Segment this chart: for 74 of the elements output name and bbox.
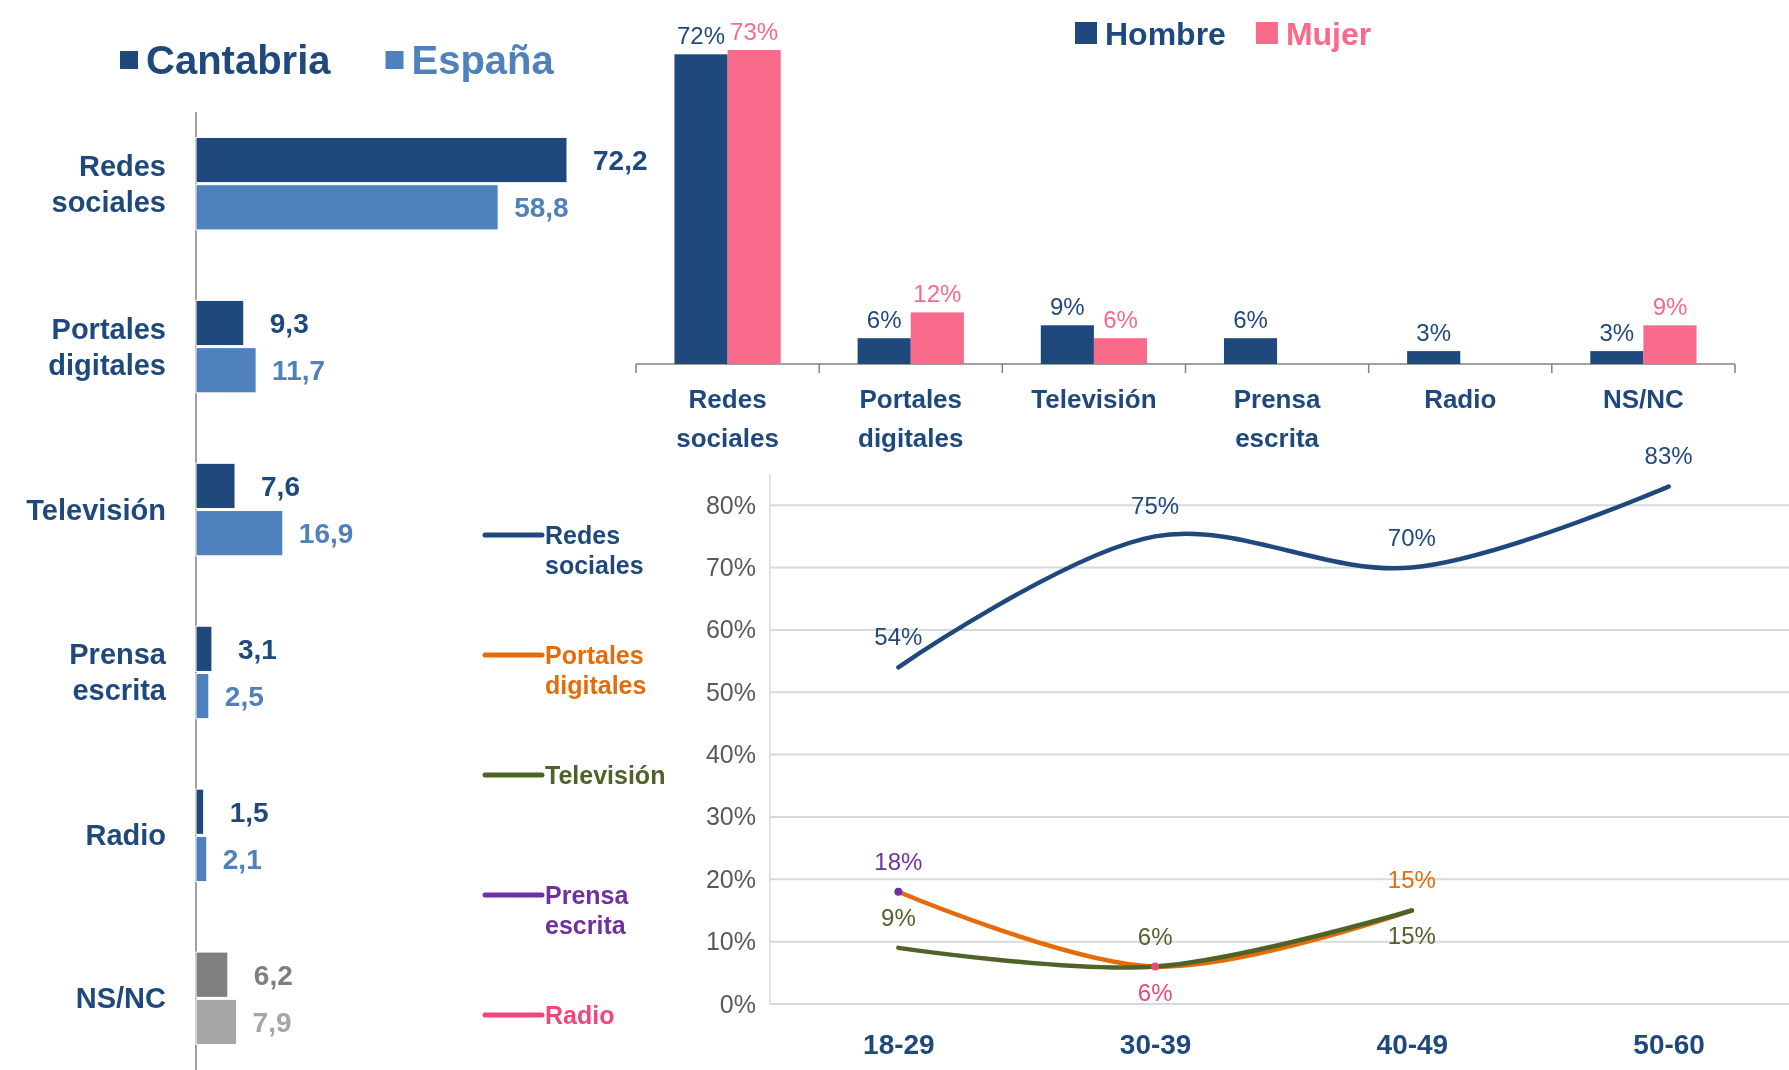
legend-label: Televisión xyxy=(545,761,666,789)
y-tick-label: 60% xyxy=(705,615,756,644)
bar xyxy=(727,50,781,364)
data-label: 73% xyxy=(730,18,779,45)
y-tick-label: 10% xyxy=(705,927,756,956)
data-label: 7,6 xyxy=(261,470,300,502)
data-label: 15% xyxy=(1387,922,1436,950)
legend-label: Portales digitales xyxy=(545,641,647,699)
x-tick-label: 18-29 xyxy=(863,1028,935,1060)
data-label: 6% xyxy=(1103,306,1138,334)
data-label: 15% xyxy=(1387,866,1436,894)
data-label: 75% xyxy=(1131,492,1180,520)
data-label: 6% xyxy=(866,306,902,334)
data-label: 18% xyxy=(874,847,923,875)
data-label: 2,1 xyxy=(222,844,262,876)
y-tick-label: Televisión xyxy=(26,493,166,526)
data-label: 9% xyxy=(1050,293,1085,321)
data-label: 7,9 xyxy=(252,1006,292,1038)
y-tick-label: Redes sociales xyxy=(51,149,166,218)
bar xyxy=(1040,325,1094,364)
legend-label: Cantabria xyxy=(146,38,332,83)
data-label: 12% xyxy=(913,280,962,308)
bar xyxy=(1643,325,1697,364)
bar xyxy=(1093,338,1148,364)
data-label: 3% xyxy=(1416,319,1452,347)
legend-label: España xyxy=(411,38,555,83)
x-tick-label: 30-39 xyxy=(1119,1028,1192,1060)
data-label: 3% xyxy=(1599,319,1635,347)
y-tick-label: 0% xyxy=(719,989,756,1018)
data-label: 2,5 xyxy=(224,681,264,713)
y-tick-label: 30% xyxy=(705,802,756,831)
y-tick-label: Prensa escrita xyxy=(69,638,167,707)
data-label: 6% xyxy=(1137,922,1173,950)
data-label: 1,5 xyxy=(229,796,269,828)
y-tick-label: 50% xyxy=(705,677,756,706)
y-tick-label: 40% xyxy=(705,740,756,769)
x-tick-label: Radio xyxy=(1424,384,1497,414)
data-label: 6% xyxy=(1233,306,1268,334)
legend-label: Mujer xyxy=(1285,15,1372,52)
data-label: 3,1 xyxy=(237,633,277,665)
legend-label: Hombre xyxy=(1105,15,1226,52)
data-label: 6% xyxy=(1137,978,1173,1006)
y-tick-label: 80% xyxy=(705,490,756,519)
bar xyxy=(910,312,964,364)
legend-label: Radio xyxy=(545,1001,615,1029)
legend-label: Redes sociales xyxy=(545,521,644,579)
x-tick-label: NS/NC xyxy=(1602,384,1685,414)
x-tick-label: Televisión xyxy=(1031,384,1157,414)
bar xyxy=(674,54,728,364)
data-label: 9,3 xyxy=(269,307,309,339)
legend-label: Prensa escrita xyxy=(545,881,630,939)
x-tick-label: 50-60 xyxy=(1633,1028,1705,1060)
x-tick-label: 40-49 xyxy=(1376,1028,1449,1060)
bar xyxy=(1407,351,1461,364)
data-label: 58,8 xyxy=(514,192,569,224)
x-tick-label: Prensa escrita xyxy=(1233,384,1321,453)
y-tick-label: NS/NC xyxy=(75,982,167,1015)
data-label: 11,7 xyxy=(272,355,326,387)
x-tick-label: Portales digitales xyxy=(858,384,964,453)
y-tick-label: 20% xyxy=(705,864,756,893)
data-label: 16,9 xyxy=(298,518,354,550)
data-label: 72% xyxy=(677,22,726,50)
data-label: 72,2 xyxy=(593,145,648,177)
data-label: 6,2 xyxy=(253,959,293,991)
bar xyxy=(857,338,911,364)
data-label: 70% xyxy=(1387,523,1436,551)
bar xyxy=(1590,351,1644,364)
data-label: 9% xyxy=(881,903,916,931)
data-label: 54% xyxy=(874,623,923,651)
data-label: 9% xyxy=(1652,293,1688,321)
data-label: 83% xyxy=(1644,442,1693,470)
y-tick-label: Radio xyxy=(85,819,166,852)
y-tick-label: 70% xyxy=(705,553,756,582)
bar xyxy=(1223,338,1278,364)
